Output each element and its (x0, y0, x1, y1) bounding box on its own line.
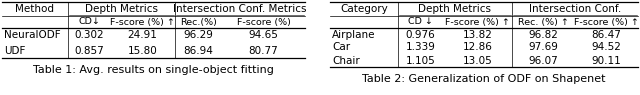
Text: Intersection Conf. Metrics: Intersection Conf. Metrics (173, 4, 307, 14)
Text: 90.11: 90.11 (591, 55, 621, 65)
Text: 0.857: 0.857 (74, 46, 104, 55)
Text: F-score (%) ↑: F-score (%) ↑ (445, 17, 510, 27)
Text: 0.976: 0.976 (406, 30, 435, 40)
Text: 97.69: 97.69 (528, 42, 558, 53)
Text: NeuralODF: NeuralODF (4, 30, 61, 40)
Text: 86.94: 86.94 (184, 46, 213, 55)
Text: 1.105: 1.105 (406, 55, 435, 65)
Text: Table 2: Generalization of ODF on Shapenet: Table 2: Generalization of ODF on Shapen… (362, 74, 605, 84)
Text: Depth Metrics: Depth Metrics (85, 4, 158, 14)
Text: F-score (%): F-score (%) (237, 17, 291, 27)
Text: Intersection Conf.: Intersection Conf. (529, 4, 621, 14)
Text: Depth Metrics: Depth Metrics (419, 4, 492, 14)
Text: 13.82: 13.82 (463, 30, 492, 40)
Text: 24.91: 24.91 (127, 30, 157, 40)
Text: 94.52: 94.52 (591, 42, 621, 53)
Text: F-score (%) ↑: F-score (%) ↑ (573, 17, 639, 27)
Text: F-score (%) ↑: F-score (%) ↑ (110, 17, 175, 27)
Text: Chair: Chair (332, 55, 360, 65)
Text: CD↓: CD↓ (78, 17, 100, 27)
Text: 12.86: 12.86 (463, 42, 492, 53)
Text: 86.47: 86.47 (591, 30, 621, 40)
Text: 94.65: 94.65 (248, 30, 278, 40)
Text: UDF: UDF (4, 46, 26, 55)
Text: Car: Car (332, 42, 350, 53)
Text: Rec. (%) ↑: Rec. (%) ↑ (518, 17, 568, 27)
Text: Category: Category (340, 4, 388, 14)
Text: 0.302: 0.302 (74, 30, 104, 40)
Text: 96.82: 96.82 (528, 30, 558, 40)
Text: CD ↓: CD ↓ (408, 17, 433, 27)
Text: 80.77: 80.77 (248, 46, 278, 55)
Text: Table 1: Avg. results on single-object fitting: Table 1: Avg. results on single-object f… (33, 65, 274, 75)
Text: Method: Method (15, 4, 54, 14)
Text: 1.339: 1.339 (406, 42, 435, 53)
Text: Rec.(%): Rec.(%) (180, 17, 217, 27)
Text: Airplane: Airplane (332, 30, 376, 40)
Text: 15.80: 15.80 (127, 46, 157, 55)
Text: 96.07: 96.07 (528, 55, 558, 65)
Text: 13.05: 13.05 (463, 55, 492, 65)
Text: 96.29: 96.29 (184, 30, 213, 40)
